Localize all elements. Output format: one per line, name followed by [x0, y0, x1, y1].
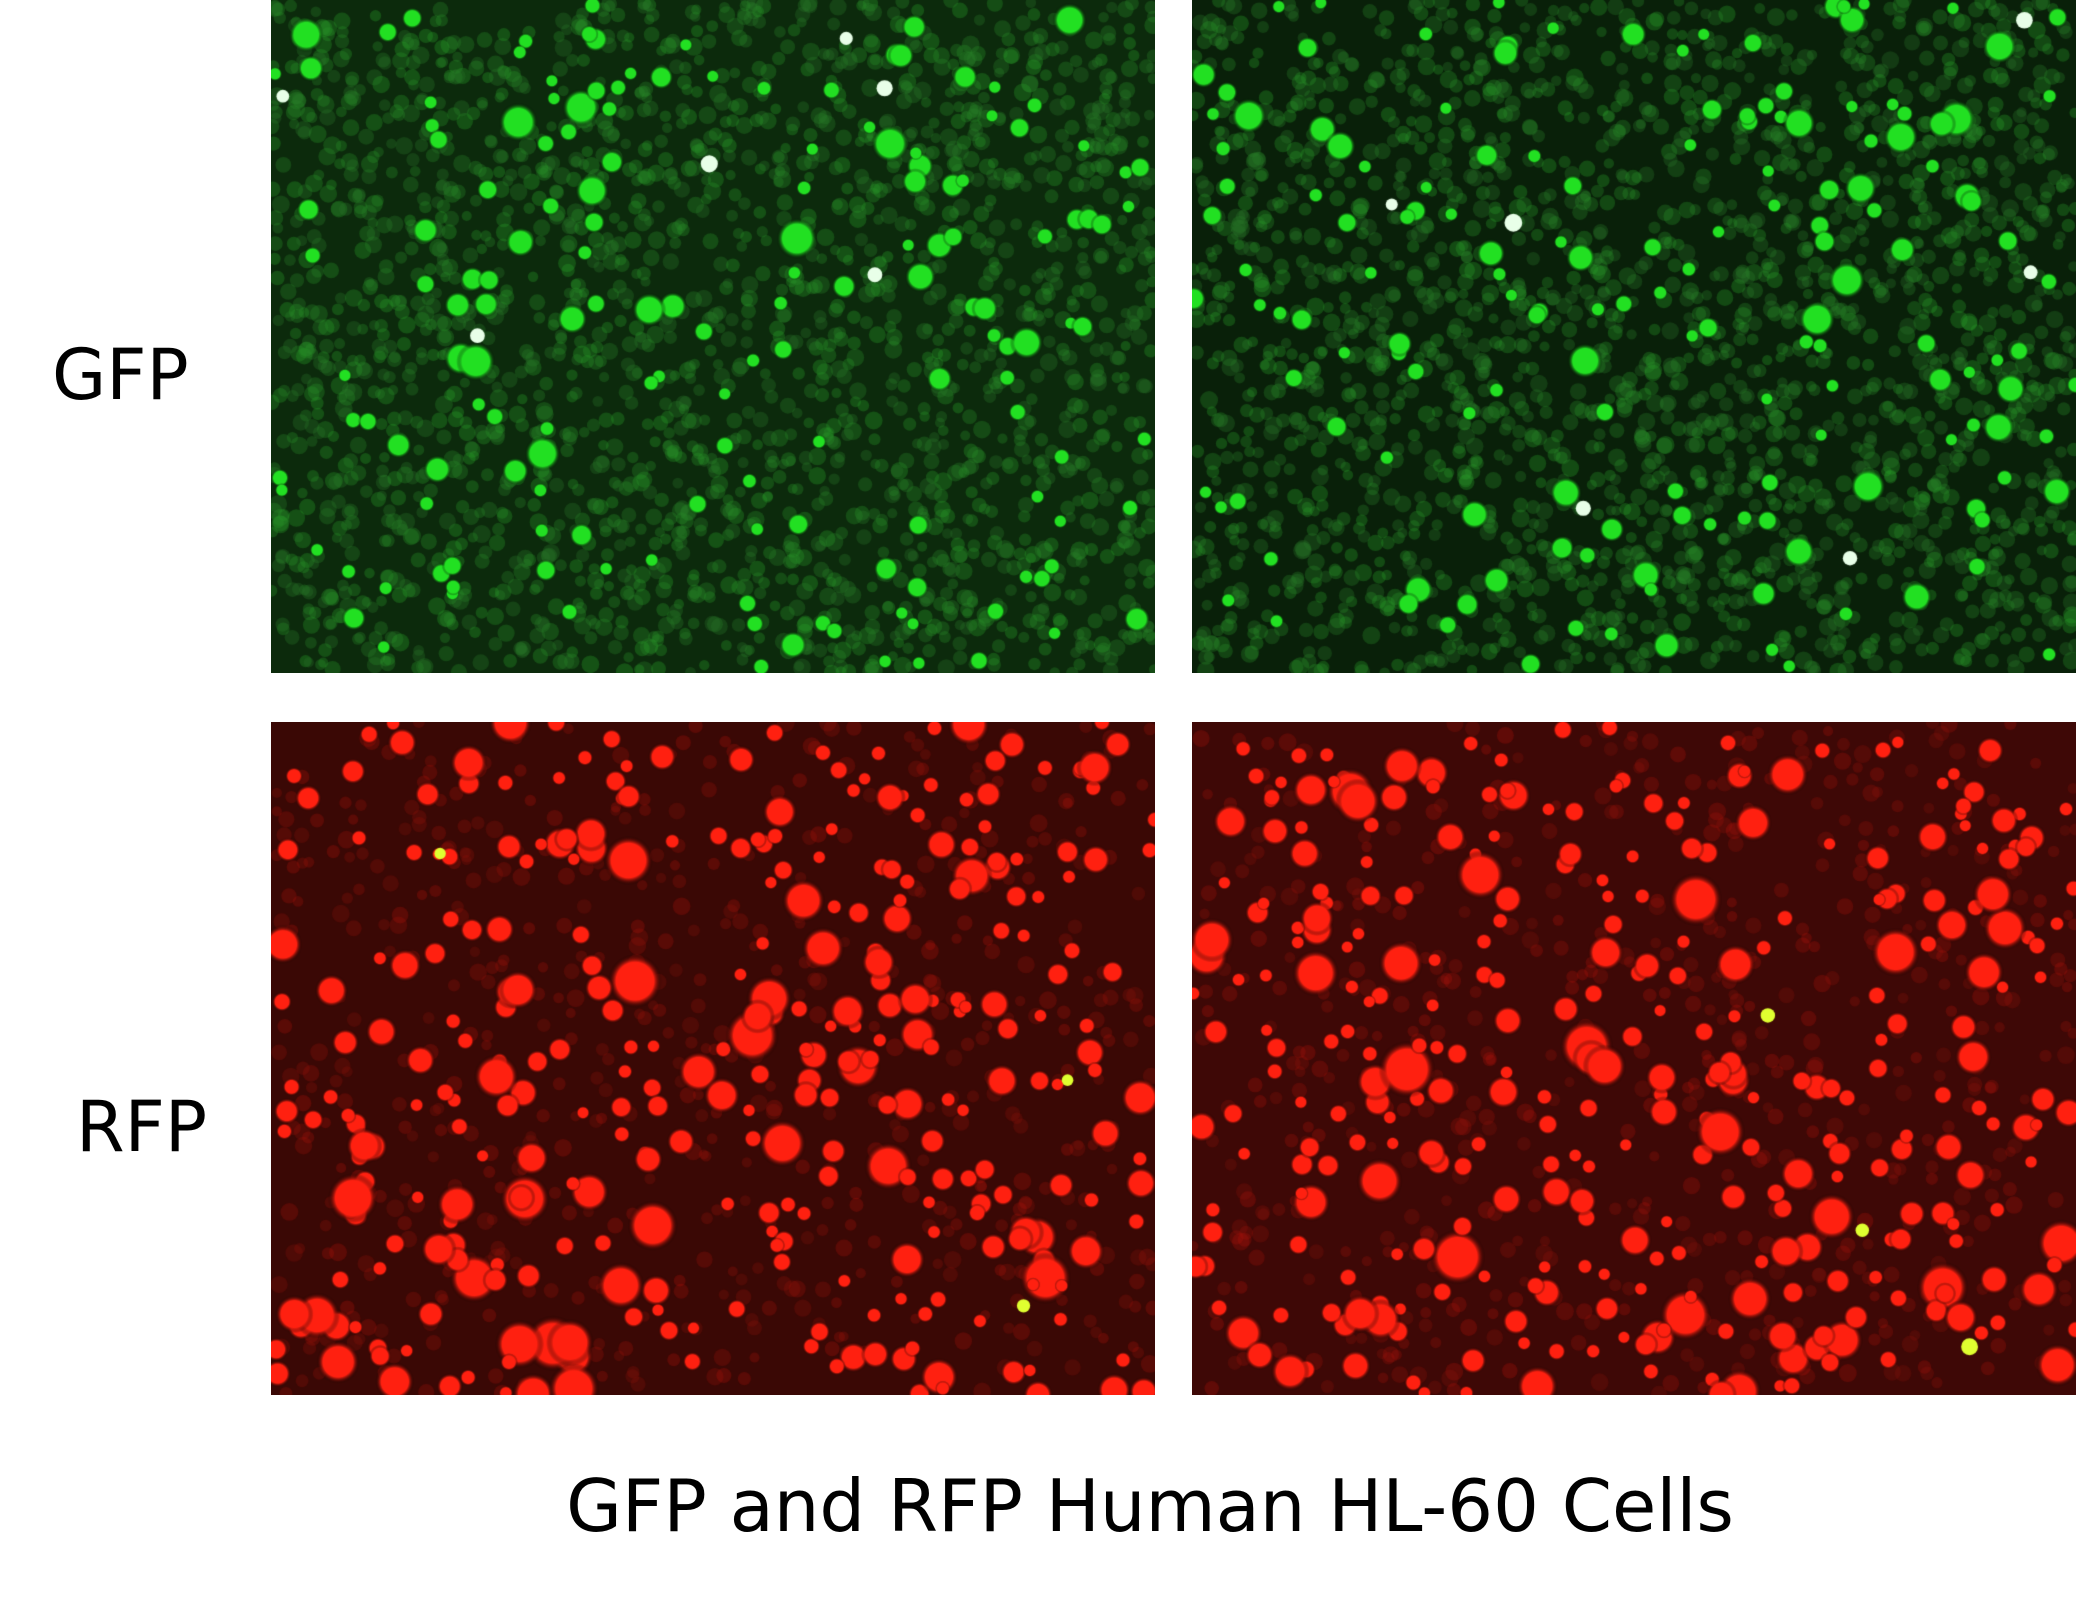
- figure-caption: GFP and RFP Human HL-60 Cells: [566, 1464, 1734, 1548]
- rfp-micrograph-1: [271, 722, 1155, 1395]
- row-label-gfp: GFP: [52, 334, 189, 416]
- gfp-micrograph-2: [1192, 0, 2076, 673]
- gfp-micrograph-1: [271, 0, 1155, 673]
- rfp-micrograph-2: [1192, 722, 2076, 1395]
- row-label-rfp: RFP: [76, 1086, 208, 1168]
